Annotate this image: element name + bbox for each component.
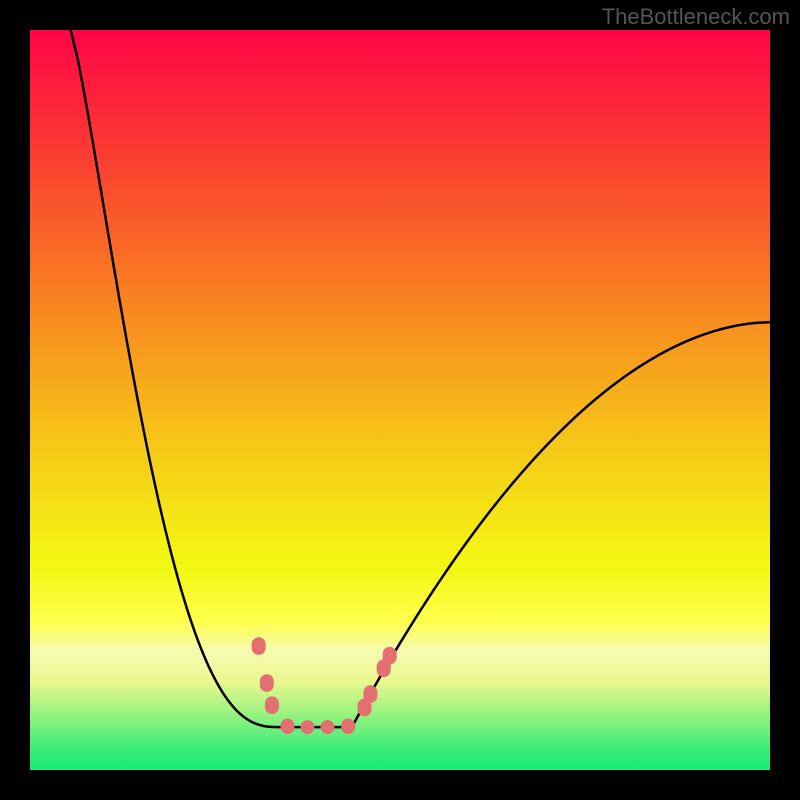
watermark-text: TheBottleneck.com bbox=[602, 4, 790, 30]
plot-gradient-rect bbox=[30, 30, 770, 770]
chart-frame: TheBottleneck.com bbox=[0, 0, 800, 800]
plot-svg bbox=[0, 0, 800, 800]
